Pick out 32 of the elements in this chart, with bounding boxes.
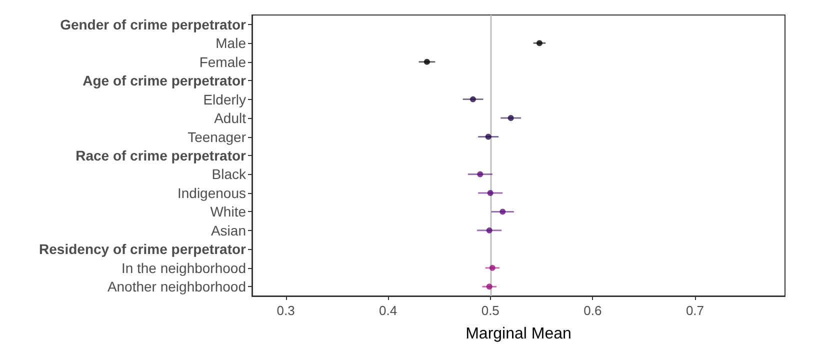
x-tick-label: 0.5 xyxy=(481,303,500,318)
y-tick-label: Adult xyxy=(214,110,246,126)
x-tick-label: 0.3 xyxy=(276,303,295,318)
y-tick-label: Asian xyxy=(210,222,246,238)
y-tick-label: Another neighborhood xyxy=(107,278,246,295)
point xyxy=(489,264,496,271)
x-tick-label: 0.4 xyxy=(379,303,398,318)
point xyxy=(485,134,492,140)
x-axis-title: Marginal Mean xyxy=(466,326,572,342)
y-tick-label: Female xyxy=(199,54,246,70)
y-tick-label: Teenager xyxy=(188,128,246,145)
x-tick-label: 0.7 xyxy=(686,303,704,318)
point xyxy=(470,96,476,102)
point xyxy=(486,227,492,234)
y-tick-label: Indigenous xyxy=(177,184,246,201)
y-tick-label: White xyxy=(210,204,246,220)
point xyxy=(536,40,542,46)
y-tick-label: Elderly xyxy=(203,91,246,108)
point xyxy=(487,190,494,196)
y-tick-label: In the neighborhood xyxy=(121,260,246,276)
point xyxy=(500,208,506,215)
y-tick-label: Age of crime perpetrator xyxy=(82,72,247,89)
y-tick-label: Race of crime perpetrator xyxy=(76,148,247,164)
x-tick-label: 0.6 xyxy=(584,303,602,318)
point xyxy=(486,284,492,290)
y-tick-label: Male xyxy=(216,35,246,52)
y-tick-label: Black xyxy=(212,166,247,182)
point xyxy=(424,58,430,65)
y-tick-label: Gender of crime perpetrator xyxy=(60,16,247,32)
point xyxy=(508,115,514,122)
y-tick-label: Residency of crime perpetrator xyxy=(39,241,247,258)
point xyxy=(477,171,484,178)
